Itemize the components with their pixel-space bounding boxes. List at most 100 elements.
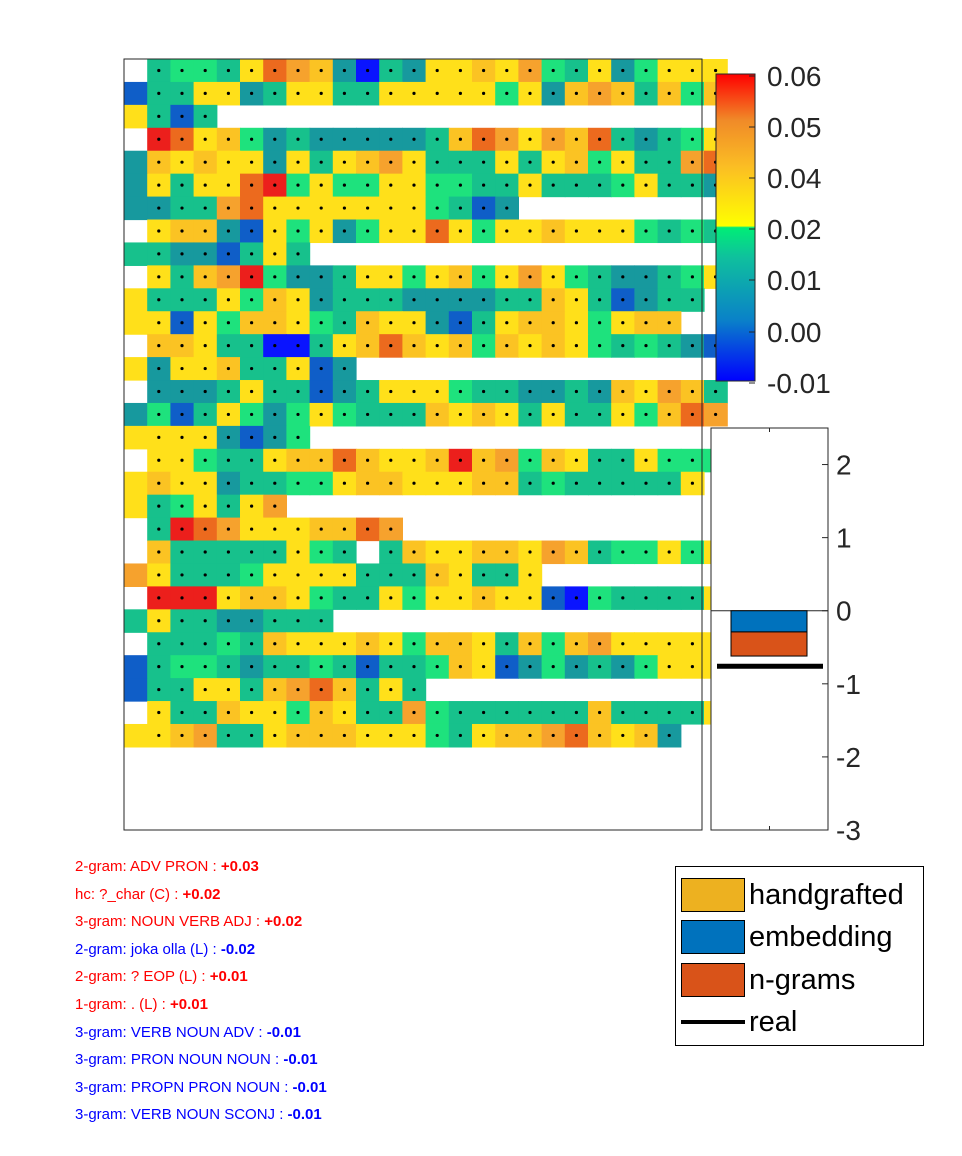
cell-marker	[412, 229, 416, 233]
cell-marker	[203, 229, 207, 233]
cell-marker	[435, 550, 439, 554]
cell-marker	[180, 527, 184, 531]
cell-marker	[250, 710, 254, 715]
cell-marker	[366, 344, 370, 348]
cell-marker	[273, 252, 277, 256]
cell-marker	[319, 68, 323, 73]
cell-marker	[273, 229, 277, 233]
cell-marker	[273, 504, 277, 508]
cell-marker	[273, 160, 277, 164]
cell-marker	[180, 481, 184, 485]
cell-marker	[342, 527, 346, 531]
cell-marker	[203, 321, 207, 325]
cell-marker	[598, 710, 602, 715]
cell-marker	[319, 481, 323, 485]
cell-marker	[389, 710, 393, 715]
legend-label: n-grams	[749, 963, 856, 996]
cell-marker	[505, 550, 509, 554]
cell-marker	[435, 596, 439, 600]
cell-marker	[458, 481, 462, 485]
cell-marker	[598, 389, 602, 394]
feature-label: hc: ?_char (C) :	[75, 885, 183, 903]
heatmap-cell	[124, 723, 148, 748]
cell-marker	[598, 91, 602, 95]
legend-item-handgrafted: handgrafted	[681, 877, 904, 913]
cell-marker	[342, 183, 346, 187]
cell-marker	[458, 344, 462, 348]
cell-marker	[412, 68, 416, 73]
cell-marker	[250, 596, 254, 600]
cell-marker	[226, 206, 230, 210]
cell-marker	[296, 206, 300, 210]
cell-marker	[505, 710, 509, 715]
cell-marker	[412, 160, 416, 164]
cell-marker	[226, 596, 230, 600]
cell-marker	[528, 710, 532, 715]
cell-marker	[435, 573, 439, 577]
cell-marker	[389, 550, 393, 554]
cell-marker	[319, 733, 323, 738]
cell-marker	[505, 665, 509, 669]
cell-marker	[250, 344, 254, 348]
cell-marker	[505, 458, 509, 462]
cell-marker	[319, 229, 323, 233]
cell-marker	[296, 619, 300, 623]
cell-marker	[435, 412, 439, 417]
cell-marker	[296, 91, 300, 95]
cell-marker	[366, 665, 370, 669]
cell-marker	[273, 206, 277, 210]
cell-marker	[366, 527, 370, 531]
cell-marker	[621, 642, 625, 646]
cell-marker	[180, 344, 184, 348]
cell-marker	[667, 710, 671, 715]
cell-marker	[482, 596, 486, 600]
cell-marker	[714, 412, 718, 417]
cell-marker	[273, 687, 277, 692]
cell-marker	[574, 321, 579, 325]
cell-marker	[621, 275, 625, 279]
legend-swatch	[681, 878, 745, 912]
cell-marker	[482, 665, 486, 669]
heatmap-cell	[124, 196, 148, 221]
cell-marker	[598, 665, 602, 669]
cell-marker	[667, 68, 671, 73]
cell-marker	[551, 68, 555, 73]
cell-marker	[574, 733, 579, 738]
cell-marker	[342, 389, 346, 394]
cell-marker	[621, 550, 625, 554]
cell-marker	[342, 321, 346, 325]
cell-marker	[690, 710, 695, 715]
cell-marker	[598, 458, 602, 462]
cell-marker	[389, 665, 393, 669]
cell-marker	[528, 412, 532, 417]
cell-marker	[342, 550, 346, 554]
cell-marker	[342, 298, 346, 302]
cell-marker	[458, 298, 462, 302]
cell-marker	[458, 550, 462, 554]
cell-marker	[180, 298, 184, 302]
cell-marker	[598, 321, 602, 325]
cell-marker	[342, 642, 346, 646]
cell-marker	[180, 366, 184, 371]
cell-marker	[644, 183, 648, 187]
cell-marker	[319, 687, 323, 692]
cell-marker	[435, 733, 439, 738]
cell-marker	[574, 91, 579, 95]
cell-marker	[598, 183, 602, 187]
cell-marker	[458, 68, 462, 73]
feature-item: 2-gram: joka olla (L) : -0.02	[75, 936, 327, 964]
cell-marker	[598, 412, 602, 417]
legend-item-real: real	[681, 1004, 797, 1040]
cell-marker	[203, 733, 207, 738]
cell-marker	[250, 321, 254, 325]
cell-marker	[690, 68, 695, 73]
cell-marker	[250, 206, 254, 210]
cell-marker	[714, 389, 718, 394]
cell-marker	[157, 710, 161, 715]
cell-marker	[180, 183, 184, 187]
cell-marker	[273, 619, 277, 623]
cell-marker	[412, 298, 416, 302]
cell-marker	[273, 321, 277, 325]
cell-marker	[412, 733, 416, 738]
cell-marker	[690, 91, 695, 95]
